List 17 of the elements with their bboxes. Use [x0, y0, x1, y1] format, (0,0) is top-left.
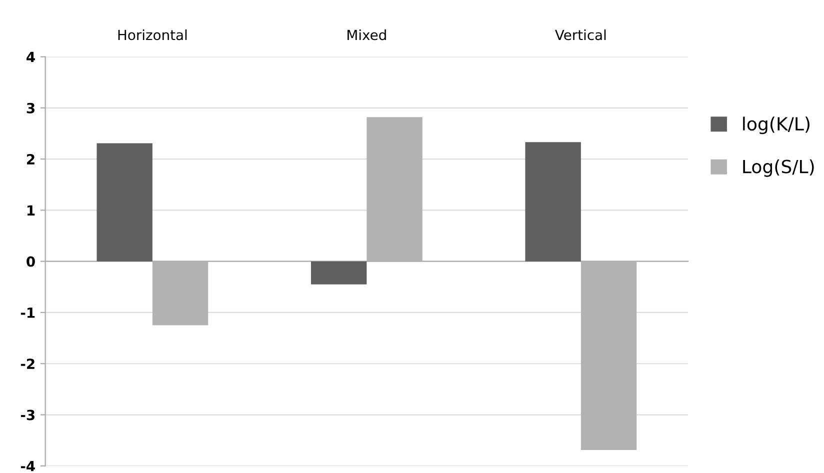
x-tick-label: Horizontal — [118, 29, 187, 40]
y-tick-label: -4 — [20, 461, 35, 472]
bar — [310, 261, 367, 284]
legend-label: Log(S/L) — [743, 159, 814, 177]
y-tick-label: 3 — [26, 102, 34, 114]
bar — [96, 143, 152, 262]
y-tick-label: -1 — [20, 308, 35, 318]
y-tick-label: -3 — [20, 410, 34, 420]
x-tick-label: Vertical — [555, 29, 606, 40]
y-tick-label: 1 — [28, 205, 35, 216]
legend-label: log(K/L) — [743, 116, 810, 134]
y-tick-label: 0 — [26, 256, 35, 267]
x-tick-label: Mixed — [348, 29, 386, 40]
bar — [525, 142, 581, 262]
y-tick-label: 2 — [27, 154, 34, 164]
y-tick-label: 4 — [26, 52, 35, 62]
y-tick-label: -2 — [20, 358, 34, 369]
